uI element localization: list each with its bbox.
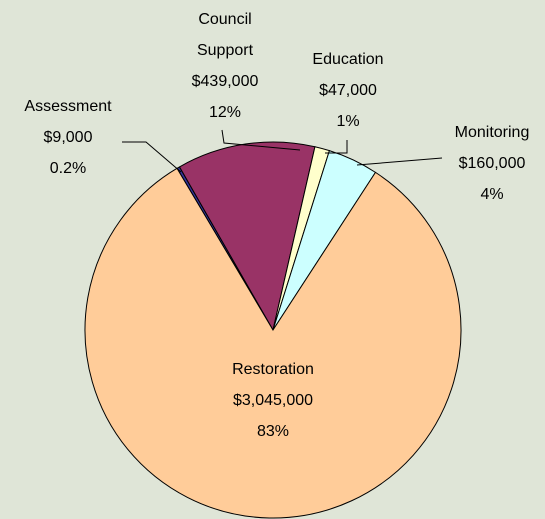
slice-label-value: $160,000 bbox=[459, 155, 526, 172]
slice-label-percent: 12% bbox=[209, 104, 241, 121]
pie-slice bbox=[178, 141, 316, 332]
pie-slice bbox=[84, 167, 462, 519]
slice-label-name: Monitoring bbox=[455, 124, 530, 141]
leader-line bbox=[122, 141, 182, 173]
slice-label-percent: 4% bbox=[480, 186, 503, 203]
slice-label-name: Council Support bbox=[197, 11, 254, 59]
slice-label-name: Education bbox=[312, 51, 383, 68]
slice-label-value: $3,045,000 bbox=[233, 392, 313, 409]
slice-label-percent: 1% bbox=[336, 113, 359, 130]
slice-label-percent: 83% bbox=[257, 423, 289, 440]
slice-label-value: $9,000 bbox=[44, 129, 93, 146]
slice-label-value: $439,000 bbox=[192, 73, 259, 90]
leader-line bbox=[221, 129, 301, 151]
slice-label-name: Restoration bbox=[232, 361, 314, 378]
leader-line bbox=[356, 157, 443, 166]
slice-label-percent: 0.2% bbox=[50, 160, 86, 177]
leader-line bbox=[325, 140, 348, 154]
slice-label-value: $47,000 bbox=[319, 82, 377, 99]
slice-label-name: Assessment bbox=[24, 98, 112, 115]
